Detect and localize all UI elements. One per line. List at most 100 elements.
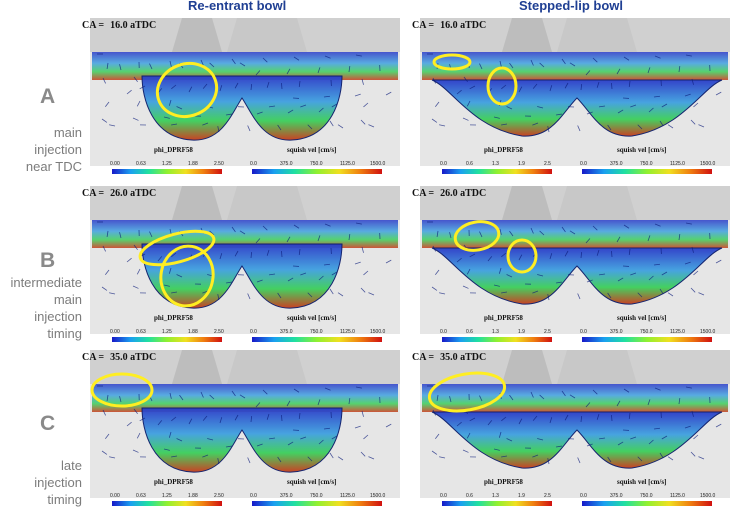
flow-field-image	[90, 186, 400, 342]
colorbar-tick: 1125.0	[670, 161, 685, 167]
crank-angle-label: CA = 16.0 aTDC	[412, 20, 486, 31]
flow-panel: CA = 35.0 aTDC phi_DPRF58 squish vel [cm/s]…	[412, 350, 732, 510]
colorbar-tick: 1500.0	[370, 329, 386, 335]
ca-prefix: CA =	[82, 20, 105, 31]
row-text-line: main	[53, 292, 82, 307]
colorbar-tick: 1.88	[188, 493, 198, 499]
ca-prefix: CA =	[412, 352, 435, 363]
colorbar-tick: 375.0	[280, 161, 293, 167]
colorbar-tick: 375.0	[610, 493, 623, 499]
colorbar-tick: 1.25	[162, 329, 172, 335]
colorbar-tick: 1.9	[518, 329, 525, 335]
colorbar-tick: 750.0	[640, 161, 653, 167]
colorbar-tick: 0.6	[466, 161, 473, 167]
colorbar-tick: 1.9	[518, 493, 525, 499]
colorbar-tick: 1500.0	[700, 329, 716, 335]
colorbar-label-phi: phi_DPRF58	[154, 478, 193, 486]
colorbar-tick: 0.63	[136, 493, 146, 499]
colorbar-tick: 375.0	[610, 329, 623, 335]
column-title-stepped-lip: Stepped-lip bowl	[519, 0, 623, 13]
colorbar-tick: 375.0	[280, 493, 293, 499]
colorbar-tick: 750.0	[310, 329, 323, 335]
row-letter: A	[40, 85, 56, 108]
ca-value: 16.0 aTDC	[440, 20, 487, 31]
flow-field-image	[420, 350, 730, 506]
colorbar-tick: 750.0	[640, 329, 653, 335]
colorbar-tick: 0.6	[466, 493, 473, 499]
flow-field-image	[420, 18, 730, 174]
ca-value: 16.0 aTDC	[110, 20, 157, 31]
row-text-line: timing	[47, 492, 82, 507]
colorbar-label-squish: squish vel [cm/s]	[617, 146, 667, 154]
colorbar-tick: 0.00	[110, 493, 120, 499]
colorbar-tick: 1.9	[518, 161, 525, 167]
colorbar-tick: 0.0	[250, 493, 257, 499]
colorbar-tick: 1125.0	[340, 329, 355, 335]
colorbar-label-squish: squish vel [cm/s]	[617, 314, 667, 322]
flow-panel: CA = 16.0 aTDC phi_DPRF58 squish vel [cm/s]…	[412, 18, 732, 178]
colorbar-tick: 1.88	[188, 329, 198, 335]
colorbar-tick: 1500.0	[370, 493, 386, 499]
colorbar-label-phi: phi_DPRF58	[484, 478, 523, 486]
colorbar-tick: 2.5	[544, 161, 551, 167]
flow-field-image	[90, 350, 400, 506]
ca-prefix: CA =	[412, 20, 435, 31]
colorbar-tick: 2.5	[544, 493, 551, 499]
colorbar-tick: 1.3	[492, 161, 499, 167]
colorbar-tick: 1.3	[492, 329, 499, 335]
crank-angle-label: CA = 26.0 aTDC	[82, 188, 156, 199]
row-letter: B	[40, 249, 56, 272]
colorbar-tick: 0.00	[110, 329, 120, 335]
crank-angle-label: CA = 26.0 aTDC	[412, 188, 486, 199]
swirl-arrow	[427, 371, 507, 413]
row-text-line: intermediate	[10, 275, 82, 290]
colorbar-tick: 375.0	[610, 161, 623, 167]
colorbar-tick: 1125.0	[340, 161, 355, 167]
colorbar-tick: 0.0	[440, 329, 447, 335]
swirl-arrow	[159, 244, 215, 308]
row-text-line: timing	[47, 326, 82, 341]
ca-prefix: CA =	[82, 352, 105, 363]
colorbar-tick: 2.5	[544, 329, 551, 335]
colorbar-label-squish: squish vel [cm/s]	[287, 146, 337, 154]
swirl-arrow	[90, 372, 154, 408]
colorbar-tick: 0.63	[136, 161, 146, 167]
colorbar-tick: 1.3	[492, 493, 499, 499]
colorbar-tick: 750.0	[310, 493, 323, 499]
colorbar-tick: 750.0	[310, 161, 323, 167]
crank-angle-label: CA = 35.0 aTDC	[412, 352, 486, 363]
swirl-arrow	[155, 62, 219, 118]
row-text-line: injection	[34, 475, 82, 490]
row-text-line: near TDC	[25, 159, 82, 174]
colorbar-label-squish: squish vel [cm/s]	[617, 478, 667, 486]
colorbar-tick: 1125.0	[340, 493, 355, 499]
colorbar-tick: 2.50	[214, 493, 224, 499]
colorbar-tick: 1.25	[162, 161, 172, 167]
flow-panel: CA = 16.0 aTDC phi_DPRF58 squish vel [cm/s]…	[82, 18, 402, 178]
colorbar-tick: 1500.0	[370, 161, 386, 167]
colorbar-label-squish: squish vel [cm/s]	[287, 314, 337, 322]
swirl-arrow	[486, 66, 518, 106]
colorbar-tick: 750.0	[640, 493, 653, 499]
colorbar-tick: 0.63	[136, 329, 146, 335]
crank-angle-label: CA = 35.0 aTDC	[82, 352, 156, 363]
crank-angle-label: CA = 16.0 aTDC	[82, 20, 156, 31]
colorbar-tick: 1.88	[188, 161, 198, 167]
ca-prefix: CA =	[82, 188, 105, 199]
colorbar-tick: 0.0	[440, 493, 447, 499]
ca-value: 35.0 aTDC	[440, 352, 487, 363]
ca-value: 26.0 aTDC	[110, 188, 157, 199]
colorbar-tick: 0.0	[250, 161, 257, 167]
colorbar-tick: 0.0	[580, 161, 587, 167]
row-text-line: late	[61, 458, 82, 473]
row-text-line: main	[53, 125, 82, 140]
swirl-arrow	[453, 220, 501, 252]
colorbar-tick: 1.25	[162, 493, 172, 499]
colorbar-label-phi: phi_DPRF58	[154, 146, 193, 154]
row-text-line: injection	[34, 309, 82, 324]
colorbar-tick: 0.0	[580, 493, 587, 499]
colorbar-tick: 1125.0	[670, 329, 685, 335]
flow-field-image	[90, 18, 400, 174]
swirl-arrow	[138, 229, 216, 267]
colorbar-tick: 0.0	[440, 161, 447, 167]
